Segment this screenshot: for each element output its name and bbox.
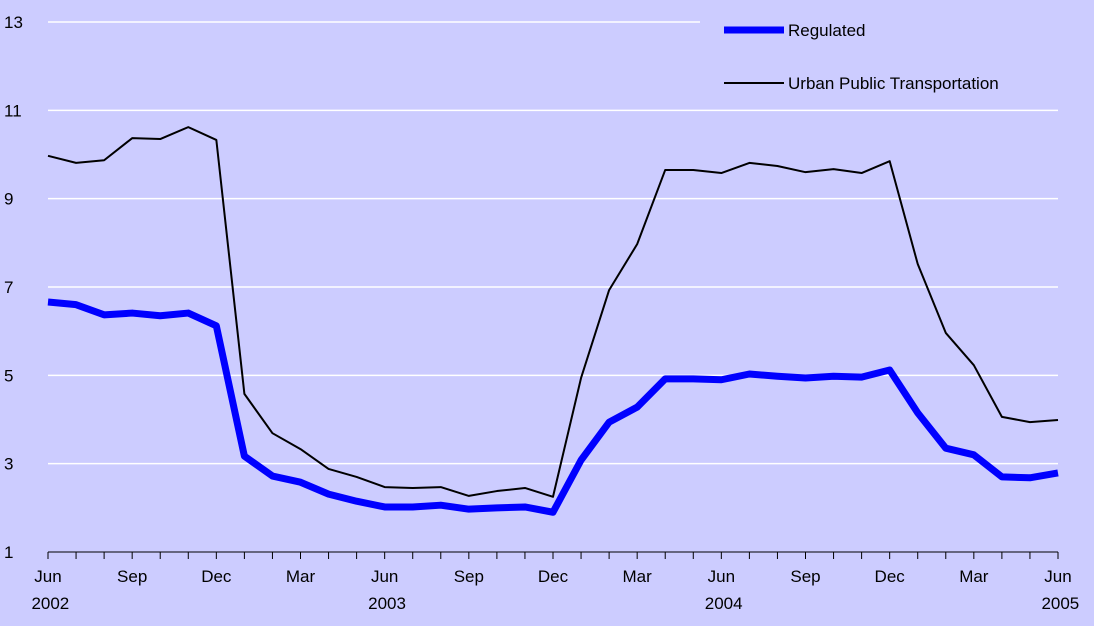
legend-label: Regulated <box>788 21 866 40</box>
y-tick-label: 3 <box>4 455 13 474</box>
y-tick-label: 9 <box>4 190 13 209</box>
y-tick-label: 1 <box>4 543 13 562</box>
y-tick-label: 13 <box>4 13 23 32</box>
y-tick-label: 7 <box>4 278 13 297</box>
x-tick-label: Sep <box>454 567 484 586</box>
y-tick-label: 5 <box>4 366 13 385</box>
x-tick-label: Mar <box>623 567 653 586</box>
x-tick-label: Mar <box>959 567 989 586</box>
x-tick-label: Dec <box>875 567 906 586</box>
x-tick-label: Mar <box>286 567 316 586</box>
legend-label: Urban Public Transportation <box>788 74 999 93</box>
x-tick-label: Jun 2005 <box>1037 567 1080 613</box>
x-tick-label: Jun 2003 <box>363 567 406 613</box>
y-tick-label: 11 <box>4 101 22 120</box>
series-line <box>47 298 1059 516</box>
legend-box <box>700 8 1090 103</box>
x-tick-label: Sep <box>117 567 147 586</box>
series-line <box>47 126 1059 498</box>
x-tick-label: Dec <box>201 567 232 586</box>
x-tick-label: Sep <box>790 567 820 586</box>
x-tick-label: Jun 2002 <box>27 567 70 613</box>
x-tick-label: Jun 2004 <box>700 567 743 613</box>
x-tick-label: Dec <box>538 567 569 586</box>
